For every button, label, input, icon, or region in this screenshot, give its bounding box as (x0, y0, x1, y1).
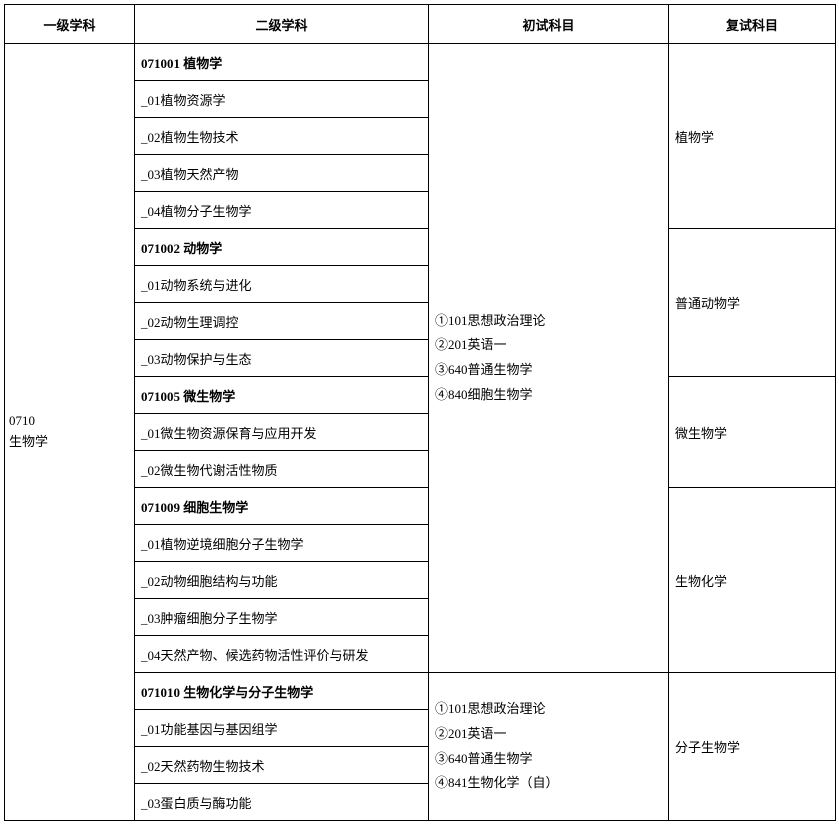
sub-item: _03动物保护与生态 (135, 340, 429, 377)
group-header: 071009 细胞生物学 (135, 488, 429, 525)
sub-item: _01植物逆境细胞分子生物学 (135, 525, 429, 562)
header-row: 一级学科 二级学科 初试科目 复试科目 (5, 5, 836, 44)
sub-item: _02天然药物生物技术 (135, 747, 429, 784)
sub-item: _03植物天然产物 (135, 155, 429, 192)
prelim1-line4: ④840细胞生物学 (435, 387, 533, 402)
group-header: 071005 微生物学 (135, 377, 429, 414)
sub-item: _01植物资源学 (135, 81, 429, 118)
retest-cell: 普通动物学 (669, 229, 836, 377)
group-header: 071002 动物学 (135, 229, 429, 266)
sub-item: _03肿瘤细胞分子生物学 (135, 599, 429, 636)
header-secondary: 二级学科 (135, 5, 429, 44)
sub-item: _03蛋白质与酶功能 (135, 784, 429, 821)
sub-item: _01动物系统与进化 (135, 266, 429, 303)
sub-item: _02动物细胞结构与功能 (135, 562, 429, 599)
discipline-table: 一级学科 二级学科 初试科目 复试科目 0710 生物学 071001 植物学 … (4, 4, 836, 821)
prelim1-line2: ②201英语一 (435, 337, 507, 352)
primary-discipline-cell: 0710 生物学 (5, 44, 135, 821)
sub-item: _02动物生理调控 (135, 303, 429, 340)
sub-item: _01微生物资源保育与应用开发 (135, 414, 429, 451)
sub-item: _02微生物代谢活性物质 (135, 451, 429, 488)
prelim1-line3: ③640普通生物学 (435, 362, 533, 377)
group-header: 071010 生物化学与分子生物学 (135, 673, 429, 710)
prelim2-line4: ④841生物化学（自） (435, 775, 559, 790)
retest-cell: 分子生物学 (669, 673, 836, 821)
prelim-cell-2: ①101思想政治理论 ②201英语一 ③640普通生物学 ④841生物化学（自） (429, 673, 669, 821)
prelim-cell-1: ①101思想政治理论 ②201英语一 ③640普通生物学 ④840细胞生物学 (429, 44, 669, 673)
sub-item: _02植物生物技术 (135, 118, 429, 155)
sub-item: _04天然产物、候选药物活性评价与研发 (135, 636, 429, 673)
sub-item: _04植物分子生物学 (135, 192, 429, 229)
group-header: 071001 植物学 (135, 44, 429, 81)
retest-cell: 生物化学 (669, 488, 836, 673)
header-retest: 复试科目 (669, 5, 836, 44)
prelim2-line2: ②201英语一 (435, 726, 507, 741)
prelim2-line3: ③640普通生物学 (435, 751, 533, 766)
primary-code: 0710 (9, 413, 35, 428)
retest-cell: 微生物学 (669, 377, 836, 488)
header-prelim: 初试科目 (429, 5, 669, 44)
prelim1-line1: ①101思想政治理论 (435, 313, 546, 328)
prelim2-line1: ①101思想政治理论 (435, 701, 546, 716)
header-primary: 一级学科 (5, 5, 135, 44)
retest-cell: 植物学 (669, 44, 836, 229)
sub-item: _01功能基因与基因组学 (135, 710, 429, 747)
primary-name: 生物学 (9, 434, 48, 449)
